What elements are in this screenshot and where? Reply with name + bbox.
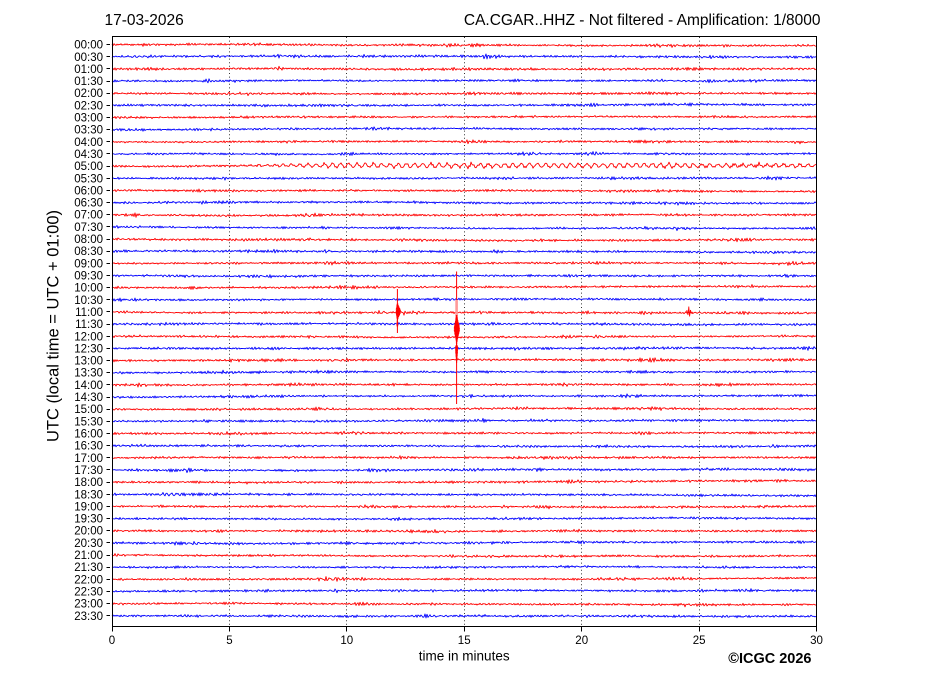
svg-text:16:30: 16:30 bbox=[74, 441, 103, 453]
svg-text:10:30: 10:30 bbox=[74, 295, 103, 307]
svg-text:13:00: 13:00 bbox=[74, 356, 103, 368]
svg-text:02:00: 02:00 bbox=[74, 88, 103, 100]
svg-text:21:30: 21:30 bbox=[74, 562, 103, 574]
svg-text:17-03-2026: 17-03-2026 bbox=[105, 12, 184, 29]
svg-text:15: 15 bbox=[458, 635, 471, 647]
svg-text:19:00: 19:00 bbox=[74, 501, 103, 513]
svg-text:30: 30 bbox=[810, 635, 823, 647]
svg-text:16:00: 16:00 bbox=[74, 429, 103, 441]
svg-text:13:30: 13:30 bbox=[74, 368, 103, 380]
svg-text:20: 20 bbox=[575, 635, 588, 647]
svg-text:time in minutes: time in minutes bbox=[419, 648, 510, 663]
svg-text:09:00: 09:00 bbox=[74, 258, 103, 270]
svg-text:03:00: 03:00 bbox=[74, 113, 103, 125]
svg-text:15:00: 15:00 bbox=[74, 404, 103, 416]
svg-text:09:30: 09:30 bbox=[74, 271, 103, 283]
svg-text:07:30: 07:30 bbox=[74, 222, 103, 234]
svg-text:12:30: 12:30 bbox=[74, 343, 103, 355]
svg-text:05:00: 05:00 bbox=[74, 161, 103, 173]
svg-text:23:00: 23:00 bbox=[74, 599, 103, 611]
svg-text:02:30: 02:30 bbox=[74, 100, 103, 112]
svg-text:04:30: 04:30 bbox=[74, 149, 103, 161]
svg-text:08:30: 08:30 bbox=[74, 246, 103, 258]
svg-text:22:00: 22:00 bbox=[74, 574, 103, 586]
svg-text:06:00: 06:00 bbox=[74, 185, 103, 197]
svg-text:08:00: 08:00 bbox=[74, 234, 103, 246]
svg-text:17:30: 17:30 bbox=[74, 465, 103, 477]
svg-text:00:30: 00:30 bbox=[74, 52, 103, 64]
svg-text:15:30: 15:30 bbox=[74, 416, 103, 428]
svg-text:19:30: 19:30 bbox=[74, 514, 103, 526]
svg-text:14:30: 14:30 bbox=[74, 392, 103, 404]
svg-text:07:00: 07:00 bbox=[74, 210, 103, 222]
svg-text:20:30: 20:30 bbox=[74, 538, 103, 550]
svg-text:18:30: 18:30 bbox=[74, 489, 103, 501]
svg-text:22:30: 22:30 bbox=[74, 587, 103, 599]
svg-text:03:30: 03:30 bbox=[74, 125, 103, 137]
svg-text:UTC (local time = UTC + 01:00): UTC (local time = UTC + 01:00) bbox=[45, 210, 63, 442]
svg-text:18:00: 18:00 bbox=[74, 477, 103, 489]
svg-text:01:00: 01:00 bbox=[74, 64, 103, 76]
svg-text:25: 25 bbox=[693, 635, 706, 647]
svg-text:21:00: 21:00 bbox=[74, 550, 103, 562]
svg-text:14:00: 14:00 bbox=[74, 380, 103, 392]
svg-text:23:30: 23:30 bbox=[74, 611, 103, 623]
svg-text:05:30: 05:30 bbox=[74, 173, 103, 185]
svg-text:11:00: 11:00 bbox=[75, 307, 103, 319]
svg-text:0: 0 bbox=[109, 635, 115, 647]
svg-text:10:00: 10:00 bbox=[74, 283, 103, 295]
svg-text:©ICGC 2026: ©ICGC 2026 bbox=[728, 651, 811, 667]
svg-text:01:30: 01:30 bbox=[74, 76, 103, 88]
svg-text:CA.CGAR..HHZ - Not filtered -: CA.CGAR..HHZ - Not filtered - Amplificat… bbox=[464, 12, 821, 29]
svg-text:06:30: 06:30 bbox=[74, 198, 103, 210]
svg-text:10: 10 bbox=[340, 635, 353, 647]
svg-text:17:00: 17:00 bbox=[74, 453, 103, 465]
svg-text:00:00: 00:00 bbox=[74, 40, 103, 52]
svg-text:5: 5 bbox=[226, 635, 232, 647]
svg-text:11:30: 11:30 bbox=[75, 319, 103, 331]
svg-text:12:00: 12:00 bbox=[74, 331, 103, 343]
svg-text:20:00: 20:00 bbox=[74, 526, 103, 538]
svg-text:04:00: 04:00 bbox=[74, 137, 103, 149]
